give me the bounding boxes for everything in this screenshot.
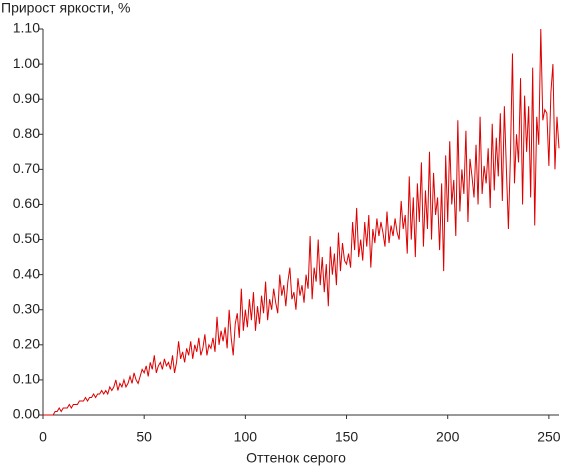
y-tick-label: 0.50 <box>13 230 40 246</box>
y-tick-label: 0.00 <box>13 406 40 422</box>
x-tick-label: 150 <box>335 429 359 445</box>
x-tick-label: 0 <box>39 429 47 445</box>
x-axis-label: Оттенок серого <box>246 450 346 466</box>
y-tick-label: 0.30 <box>13 300 40 316</box>
y-tick-label: 0.20 <box>13 336 40 352</box>
line-series <box>43 28 560 416</box>
y-tick-label: 1.00 <box>13 55 40 71</box>
y-tick-label: 0.40 <box>13 265 40 281</box>
x-tick-label: 250 <box>537 429 561 445</box>
y-tick-label: 0.10 <box>13 371 40 387</box>
y-tick-label: 0.90 <box>13 90 40 106</box>
y-axis-label: Прирост яркости, % <box>1 0 130 16</box>
x-tick-label: 50 <box>136 429 152 445</box>
y-tick-label: 0.80 <box>13 125 40 141</box>
x-tick-label: 100 <box>234 429 258 445</box>
y-tick-label: 1.10 <box>13 20 40 36</box>
x-tick-label: 200 <box>436 429 460 445</box>
y-tick-label: 0.70 <box>13 160 40 176</box>
y-tick-label: 0.60 <box>13 195 40 211</box>
